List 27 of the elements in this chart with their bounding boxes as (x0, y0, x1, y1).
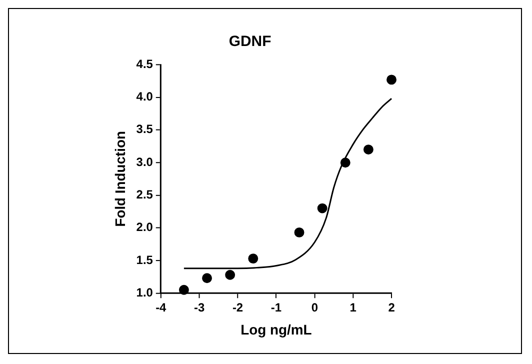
point (248, 254, 258, 264)
y-tick-label: 3.5 (136, 122, 154, 136)
y-tick-label: 2.0 (136, 220, 154, 234)
point (225, 270, 236, 280)
x-tick-label: 0 (311, 300, 318, 315)
point (202, 273, 212, 284)
point (178, 284, 189, 295)
x-tick-label: -3 (194, 300, 205, 315)
x-tick-label: 2 (388, 300, 396, 315)
chart-title: GDNF (228, 32, 272, 50)
x-tick-label: 1 (350, 300, 357, 315)
x-tick-label: -2 (232, 300, 244, 315)
point (340, 158, 350, 168)
x-axis-title: Log ng/mL (240, 322, 312, 338)
y-tick-label: 3.0 (136, 154, 154, 169)
x-tick-label: -4 (156, 300, 167, 315)
x-tick-label: -1 (270, 300, 282, 315)
point (317, 203, 328, 214)
y-tick-label: 1.0 (136, 285, 154, 300)
y-axis-title: Fold Induction (112, 131, 128, 227)
y-tick-label: 1.5 (136, 252, 154, 267)
y-tick-label: 2.5 (136, 188, 154, 202)
point (386, 74, 396, 85)
point (363, 144, 374, 155)
y-tick-label: 4.5 (136, 56, 154, 71)
point (294, 227, 304, 238)
y-tick-label: 4.0 (136, 90, 154, 104)
